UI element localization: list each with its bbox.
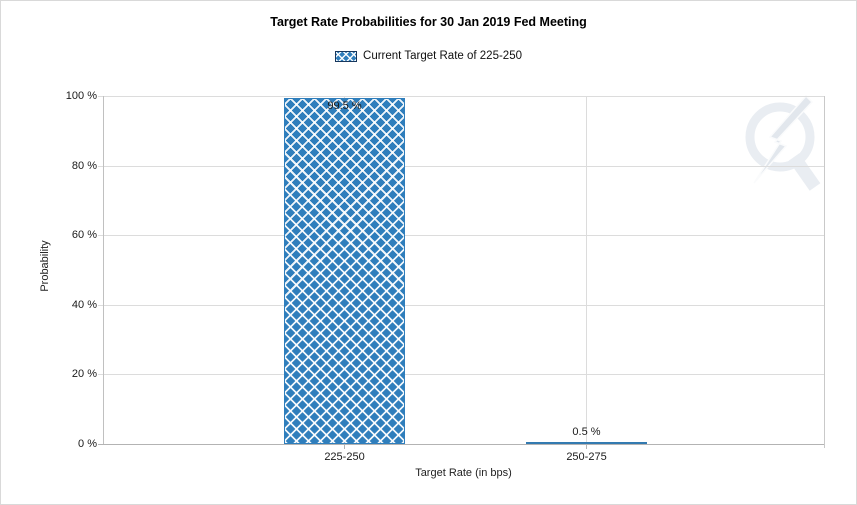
x-tick-mark bbox=[344, 444, 345, 449]
legend: Current Target Rate of 225-250 bbox=[1, 50, 856, 62]
y-axis-title: Probability bbox=[39, 240, 51, 292]
x-tick-label: 225-250 bbox=[324, 451, 365, 463]
y-tick-label: 0 % bbox=[78, 438, 97, 450]
y-tick-label: 40 % bbox=[71, 299, 97, 311]
bar-value-label: 99.5 % bbox=[327, 100, 362, 112]
x-tick-label: 250-275 bbox=[566, 451, 607, 463]
bar bbox=[526, 442, 647, 444]
bar-value-label: 0.5 % bbox=[572, 426, 601, 438]
y-tick-label: 20 % bbox=[71, 368, 97, 380]
legend-swatch-hatched-icon bbox=[335, 50, 358, 62]
x-axis-line bbox=[98, 444, 824, 445]
y-gridline bbox=[98, 235, 824, 236]
quikstrike-watermark-icon bbox=[745, 94, 821, 191]
y-tick-label: 60 % bbox=[71, 229, 97, 241]
bar bbox=[284, 98, 405, 444]
y-gridline bbox=[98, 374, 824, 375]
legend-label: Current Target Rate of 225-250 bbox=[363, 50, 522, 62]
y-axis-line bbox=[103, 96, 104, 444]
plot-right-border bbox=[824, 96, 825, 448]
y-gridline bbox=[98, 96, 824, 97]
y-gridline bbox=[98, 305, 824, 306]
x-gridline bbox=[586, 96, 587, 444]
x-tick-mark bbox=[586, 444, 587, 449]
y-gridline bbox=[98, 166, 824, 167]
x-axis-title: Target Rate (in bps) bbox=[415, 467, 512, 479]
y-tick-label: 100 % bbox=[65, 90, 97, 102]
y-tick-label: 80 % bbox=[71, 160, 97, 172]
chart-title: Target Rate Probabilities for 30 Jan 201… bbox=[270, 15, 587, 29]
